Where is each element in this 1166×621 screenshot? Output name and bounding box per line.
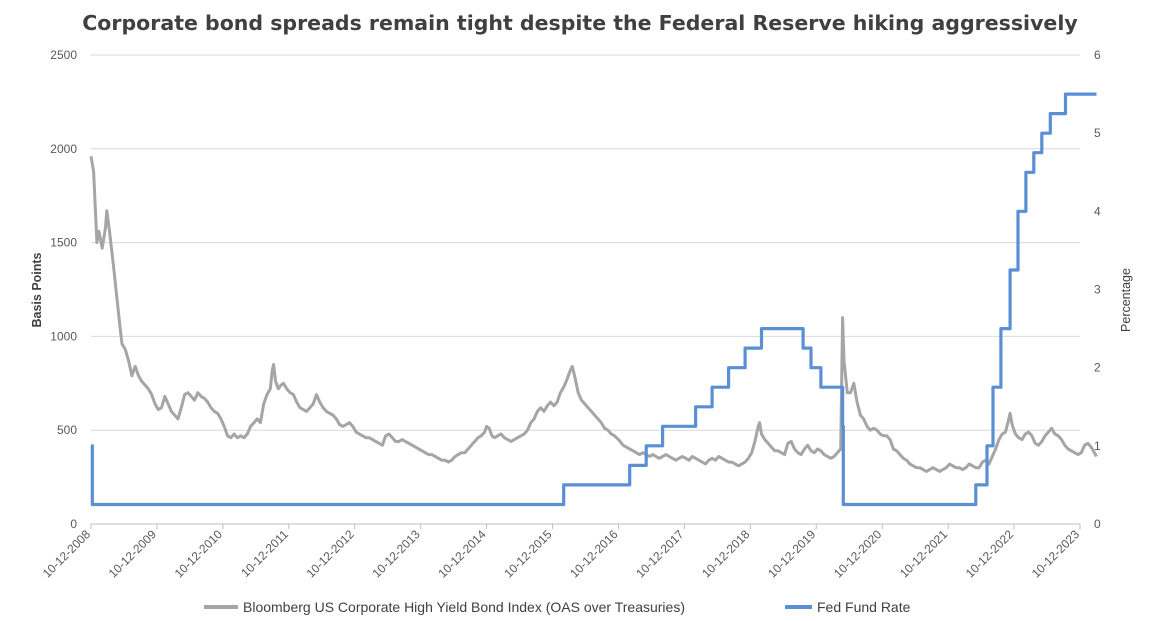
hy-index-line [89,156,1098,473]
x-tick-label: 10-12-2021 [897,527,951,581]
x-tick-label: 10-12-2008 [40,527,94,581]
x-tick-label: 10-12-2017 [633,527,687,581]
legend-label-fed-funds: Fed Fund Rate [817,599,911,615]
x-tick-label: 10-12-2014 [435,527,489,581]
x-tick-label: 10-12-2022 [963,527,1017,581]
x-tick-label: 10-12-2011 [238,527,291,580]
x-tick-label: 10-12-2015 [501,527,555,581]
x-tick-label: 10-12-2020 [831,527,885,581]
legend: Bloomberg US Corporate High Yield Bond I… [204,599,911,615]
x-tick-label: 10-12-2013 [369,527,423,581]
right-axis-title: Percentage [1119,268,1133,332]
x-tick-label: 10-12-2016 [567,527,621,581]
x-tick-label: 10-12-2012 [304,527,358,581]
left-tick-label: 0 [70,517,77,531]
right-tick-label: 6 [1094,48,1101,62]
legend-label-hy-index: Bloomberg US Corporate High Yield Bond I… [243,599,685,615]
right-axis-ticks: 0 1 2 3 4 5 6 [1094,48,1101,531]
x-tick-label: 10-12-2010 [172,527,226,581]
left-axis-ticks: 0 500 1000 1500 2000 2500 [50,48,77,531]
right-tick-label: 2 [1094,361,1101,375]
right-tick-label: 1 [1094,439,1101,453]
x-tick-label: 10-12-2019 [765,527,819,581]
chart-title: Corporate bond spreads remain tight desp… [82,11,1077,35]
right-tick-label: 0 [1094,517,1101,531]
x-tick-label: 10-12-2009 [106,527,160,581]
right-tick-label: 5 [1094,126,1101,140]
left-tick-label: 1000 [50,329,77,343]
fed-funds-line [90,92,1097,507]
x-tick-label: 10-12-2023 [1029,527,1083,581]
gridlines [91,54,1080,525]
left-axis-title: Basis Points [30,252,44,327]
right-tick-label: 3 [1094,283,1101,297]
left-tick-label: 2000 [50,142,77,156]
left-tick-label: 500 [57,423,77,437]
x-axis-ticks: 10-12-2008 10-12-2009 10-12-2010 10-12-2011… [40,523,1083,581]
left-tick-label: 2500 [50,48,77,62]
series-layer [89,92,1098,507]
x-tick-label: 10-12-2018 [699,527,753,581]
right-tick-label: 4 [1094,204,1101,218]
left-tick-label: 1500 [50,236,77,250]
